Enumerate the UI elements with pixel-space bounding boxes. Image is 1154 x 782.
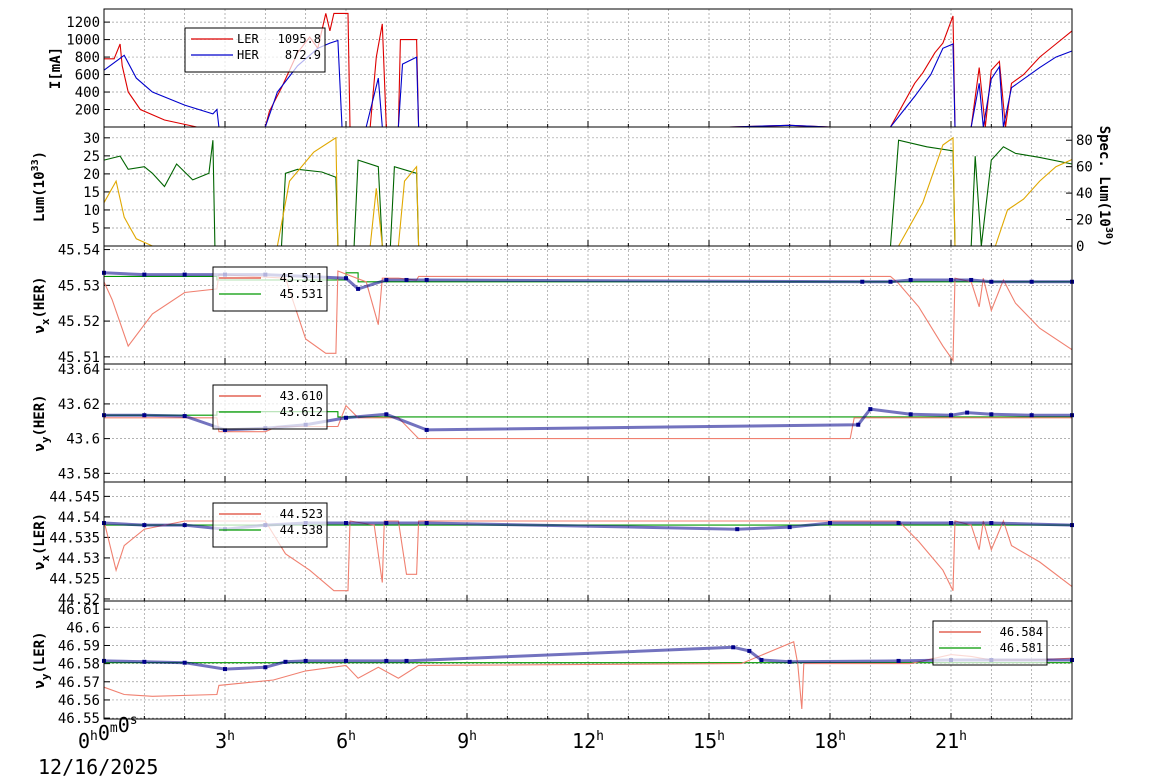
y-tick-label: 25 bbox=[83, 149, 100, 165]
legend-name: HER bbox=[237, 48, 259, 62]
legend: 44.523 44.538 bbox=[212, 502, 328, 548]
y-tick-label: 44.53 bbox=[58, 551, 100, 567]
x-tick-label: 21h bbox=[935, 729, 967, 753]
legend-value: 46.584 bbox=[1000, 625, 1043, 639]
y-tick-label: 45.51 bbox=[58, 350, 100, 366]
panel-nux_ler: 44.52 44.525 44.53 44.535 44.54 44.545 νx(LER)… bbox=[32, 481, 1074, 608]
x-tick-label: 6h bbox=[336, 729, 356, 753]
x-tick-label: 0h0m0s bbox=[78, 713, 138, 753]
y-tick-label: 600 bbox=[75, 68, 100, 84]
y-tick-label: 46.58 bbox=[58, 657, 100, 673]
x-tick-label: 15h bbox=[693, 729, 725, 753]
series-line-spec--lum bbox=[103, 139, 1073, 247]
y-tick-label: 45.54 bbox=[58, 243, 100, 259]
legend-value: 1095.8 bbox=[278, 32, 321, 46]
y-tick-label: 400 bbox=[75, 85, 100, 101]
y-tick-label: 44.525 bbox=[49, 571, 100, 587]
y-tick-label: 46.61 bbox=[58, 602, 100, 618]
series-line-measured bbox=[104, 404, 1072, 440]
legend-value: 46.581 bbox=[1000, 641, 1043, 655]
series-line-her bbox=[103, 39, 1073, 128]
legend-box bbox=[212, 384, 328, 430]
y-axis-label: I[mA] bbox=[48, 47, 64, 89]
y-tick-label: 46.57 bbox=[58, 675, 100, 691]
x-tick-label: 18h bbox=[814, 729, 846, 753]
y-tick-label: 5 bbox=[92, 221, 100, 237]
y-axis-label: νy(LER) bbox=[32, 631, 52, 688]
points-band bbox=[103, 645, 1072, 671]
legend-value: 43.610 bbox=[280, 389, 323, 403]
y-tick-label: 44.54 bbox=[58, 510, 100, 526]
y-right-axis-label: Spec. Lum(1030) bbox=[1096, 126, 1114, 248]
points-band bbox=[104, 407, 1072, 432]
plot-area bbox=[104, 127, 1072, 246]
legend-box bbox=[212, 502, 328, 548]
y-tick-label: 44.52 bbox=[58, 592, 100, 608]
y-right-tick-label: 80 bbox=[1076, 133, 1093, 149]
panel-luminosity: 5 10 15 20 25 30 0 20 40 60 80 Spec. Lum(1030) Lum(1… bbox=[30, 126, 1114, 255]
legend-name: LER bbox=[237, 32, 259, 46]
y-tick-label: 43.58 bbox=[58, 466, 100, 482]
x-tick-label: 12h bbox=[572, 729, 604, 753]
y-tick-label: 46.6 bbox=[66, 620, 100, 636]
y-tick-label: 43.6 bbox=[66, 432, 100, 448]
legend-value: 45.511 bbox=[280, 271, 323, 285]
y-tick-label: 45.53 bbox=[58, 278, 100, 294]
panel-nuy_her: 43.58 43.6 43.62 43.64 νy(HER) 43.610 43.612 bbox=[32, 362, 1074, 483]
panel-nux_her: 45.51 45.52 45.53 45.54 νx(HER) 45.511 45.531 bbox=[32, 243, 1074, 366]
legend: 43.610 43.612 bbox=[212, 384, 328, 430]
y-tick-label: 46.55 bbox=[58, 711, 100, 727]
legend-box bbox=[932, 620, 1048, 666]
legend-value: 43.612 bbox=[280, 405, 323, 419]
legend: 45.511 45.531 bbox=[212, 266, 328, 312]
y-tick-label: 800 bbox=[75, 50, 100, 66]
y-right-tick-label: 40 bbox=[1076, 186, 1093, 202]
legend-value: 872.9 bbox=[285, 48, 321, 62]
points-band bbox=[103, 521, 1073, 531]
y-tick-label: 44.545 bbox=[49, 489, 100, 505]
y-tick-label: 20 bbox=[83, 167, 100, 183]
legend-value: 44.538 bbox=[280, 523, 323, 537]
y-axis-label: Lum(1033) bbox=[30, 151, 48, 222]
legend-box bbox=[184, 27, 326, 73]
panel-nuy_ler: 46.55 46.56 46.57 46.58 46.59 46.6 46.61 νy(LER… bbox=[32, 600, 1074, 727]
y-tick-label: 43.62 bbox=[58, 397, 100, 413]
panel-frame bbox=[103, 600, 1073, 720]
y-tick-label: 30 bbox=[83, 131, 100, 147]
legend-box bbox=[212, 266, 328, 312]
y-right-tick-label: 20 bbox=[1076, 213, 1093, 229]
y-tick-label: 1200 bbox=[66, 15, 100, 31]
y-tick-label: 10 bbox=[83, 203, 100, 219]
date-label: 12/16/2025 bbox=[38, 755, 159, 779]
y-right-tick-label: 0 bbox=[1076, 239, 1084, 255]
y-tick-label: 200 bbox=[75, 103, 100, 119]
y-axis-label: νx(LER) bbox=[32, 513, 52, 570]
legend-value: 45.531 bbox=[280, 287, 323, 301]
y-tick-label: 15 bbox=[83, 185, 100, 201]
y-tick-label: 43.64 bbox=[58, 362, 100, 378]
y-tick-label: 46.59 bbox=[58, 638, 100, 654]
legend: 46.584 46.581 bbox=[932, 620, 1048, 666]
y-tick-label: 45.52 bbox=[58, 314, 100, 330]
y-right-tick-label: 60 bbox=[1076, 160, 1093, 176]
legend-value: 44.523 bbox=[280, 507, 323, 521]
x-tick-label: 9h bbox=[457, 729, 477, 753]
y-tick-label: 44.535 bbox=[49, 530, 100, 546]
y-tick-label: 1000 bbox=[66, 33, 100, 49]
y-tick-label: 46.56 bbox=[58, 693, 100, 709]
y-axis-label: νy(HER) bbox=[32, 394, 52, 451]
x-tick-label: 3h bbox=[215, 729, 235, 753]
legend: LER 1095.8 HER 872.9 bbox=[184, 27, 326, 73]
y-axis-label: νx(HER) bbox=[32, 276, 52, 333]
